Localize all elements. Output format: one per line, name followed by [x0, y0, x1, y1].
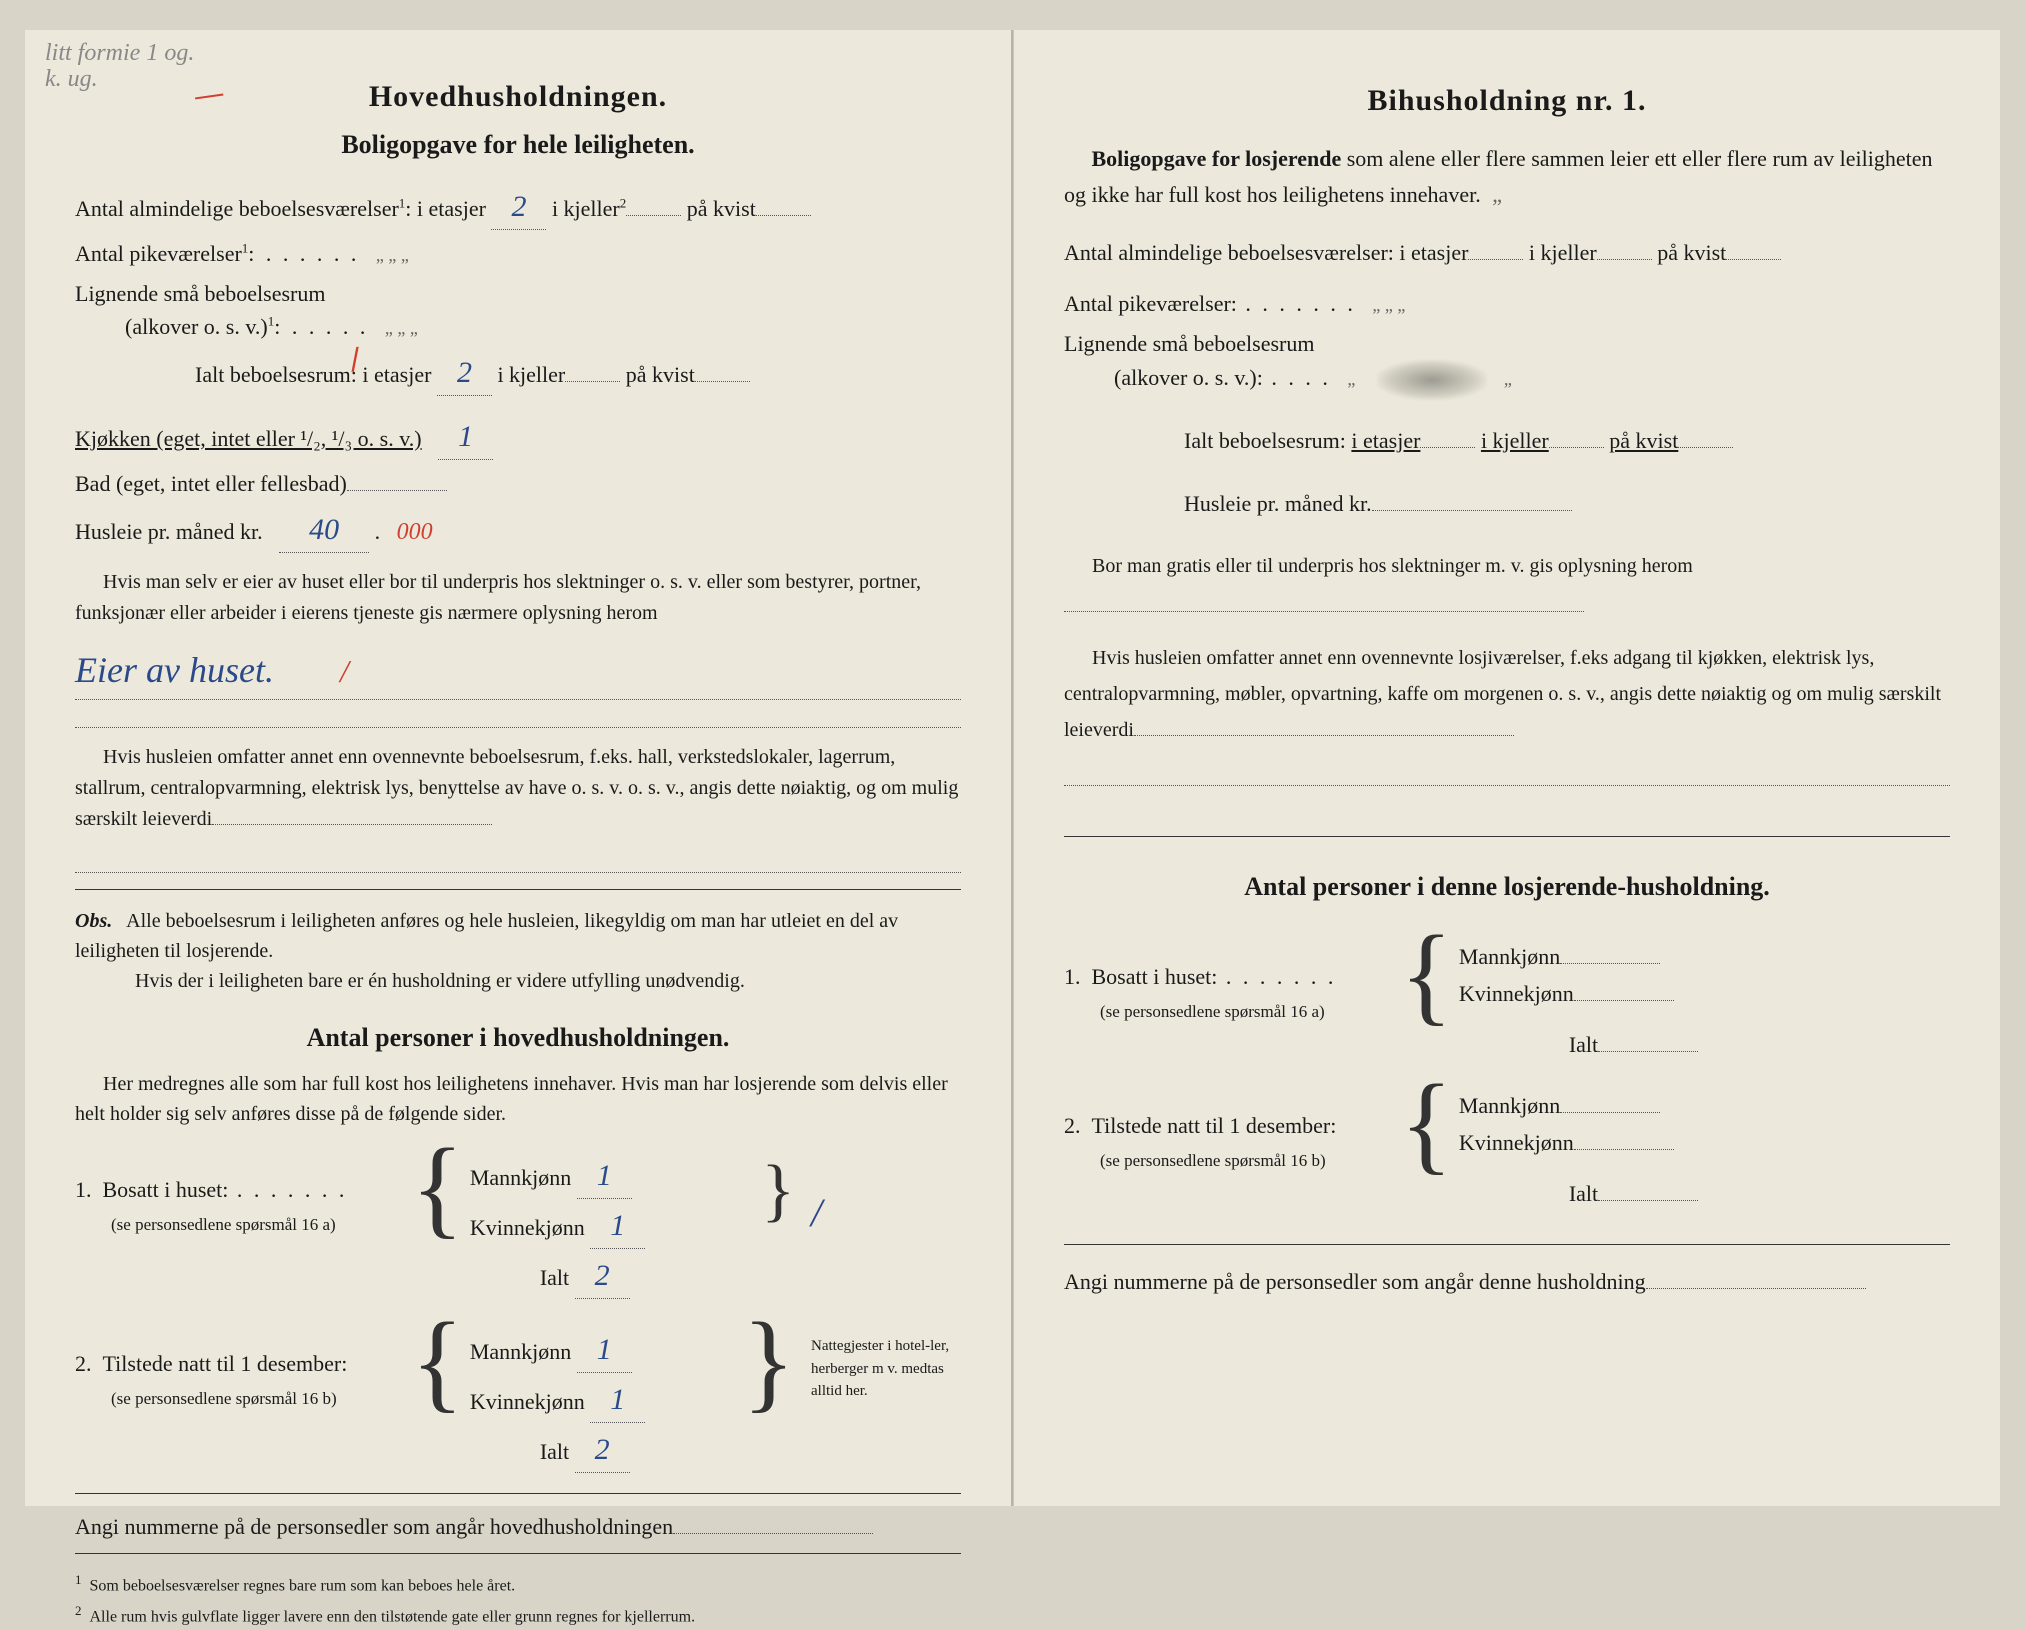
brace-icon: { [405, 1143, 470, 1231]
divider-3 [75, 1553, 961, 1554]
blank-line-1 [75, 704, 961, 728]
r-question-2-row: 2. Tilstede natt til 1 desember: (se per… [1064, 1079, 1950, 1214]
q2-mann-value: 1 [577, 1327, 632, 1373]
count-title: Antal personer i hovedhusholdningen. [75, 1018, 961, 1057]
question-1-row: 1. Bosatt i huset: . . . . . . . (se per… [75, 1143, 961, 1303]
etasjer-value: 2 [491, 184, 546, 230]
brace-icon: { [405, 1317, 470, 1405]
brace-icon: } [755, 1143, 801, 1219]
ialt-etasjer-value: 2 [437, 350, 492, 396]
handwritten-owner: Eier av huset. / [75, 643, 961, 700]
r-question-1-row: 1. Bosatt i huset: . . . . . . . (se per… [1064, 930, 1950, 1065]
husleie-extra-para: Hvis husleien omfatter annet enn ovennev… [75, 742, 961, 835]
brace-icon: { [1394, 930, 1459, 1018]
left-page: litt formie 1 og. k. ug. — Hovedhusholdn… [25, 30, 1013, 1506]
right-page: Bihusholdning nr. 1. Boligopgave for los… [1013, 30, 2000, 1506]
footnotes: 1 Som beboelsesværelser regnes bare rum … [75, 1570, 961, 1630]
r-gratis-para: Bor man gratis eller til underpris hos s… [1064, 546, 1950, 626]
left-subtitle: Boligopgave for hele leiligheten. [75, 125, 961, 164]
kjokken-line: Kjøkken (eget, intet eller ¹/₂, ¹/₃ o. s… [75, 414, 961, 460]
alkover-line: Lignende små beboelsesrum (alkover o. s.… [75, 277, 961, 343]
right-title: Bihusholdning nr. 1. [1064, 78, 1950, 123]
r-count-title: Antal personer i denne losjerende-hushol… [1064, 867, 1950, 906]
q2-kvinne-value: 1 [590, 1377, 645, 1423]
r-rooms-line-1: Antal almindelige beboelsesværelser: i e… [1064, 236, 1950, 269]
husleie-line: Husleie pr. måned kr. 40 . 000 [75, 507, 961, 553]
r-husleie-extra-para: Hvis husleien omfatter annet enn ovennev… [1064, 640, 1950, 748]
q2-ialt-value: 2 [575, 1427, 630, 1473]
natt-note: Nattegjester i hotel-ler, herberger m v.… [801, 1317, 961, 1403]
q1-kvinne-value: 1 [590, 1203, 645, 1249]
r-ialt-rooms-line: Ialt beboelsesrum: i etasjer i kjeller p… [1184, 424, 1950, 457]
intro-paragraph: Boligopgave for losjerende som alene ell… [1064, 141, 1950, 214]
divider-1 [75, 889, 961, 890]
pikevaerelser-line: Antal pikeværelser1: . . . . . . „ „ „ [75, 237, 961, 270]
pencil-annotation: litt formie 1 og. k. ug. [45, 40, 194, 93]
r-divider-1 [1064, 836, 1950, 837]
r-blank-line-1 [1064, 762, 1950, 786]
r-angi-line: Angi nummerne på de personsedler som ang… [1064, 1265, 1950, 1298]
ink-smudge [1377, 360, 1487, 400]
rooms-line-1: Antal almindelige beboelsesværelser1: i … [75, 184, 961, 230]
count-para: Her medregnes alle som har full kost hos… [75, 1069, 961, 1129]
divider-2 [75, 1493, 961, 1494]
kjokken-value: 1 [438, 414, 493, 460]
obs-section: Obs. Alle beboelsesrum i leiligheten anf… [75, 906, 961, 996]
brace-icon: } [736, 1317, 801, 1405]
r-alkover-line: Lignende små beboelsesrum (alkover o. s.… [1064, 327, 1950, 400]
red-annotation: 000 [397, 519, 433, 545]
q1-mann-value: 1 [577, 1153, 632, 1199]
question-2-row: 2. Tilstede natt til 1 desember: (se per… [75, 1317, 961, 1477]
red-dash-mark: — [192, 72, 226, 117]
r-divider-2 [1064, 1244, 1950, 1245]
r-husleie-line: Husleie pr. måned kr. [1184, 487, 1950, 520]
bad-line: Bad (eget, intet eller fellesbad) [75, 467, 961, 500]
angi-line: Angi nummerne på de personsedler som ang… [75, 1510, 961, 1543]
owner-para: Hvis man selv er eier av huset eller bor… [75, 567, 961, 629]
ialt-rooms-line: Ialt beboelsesrum: i etasjer 2 i kjeller… [195, 350, 961, 396]
r-pikevaerelser-line: Antal pikeværelser: . . . . . . . „ „ „ [1064, 287, 1950, 320]
brace-icon: { [1394, 1079, 1459, 1167]
q1-ialt-value: 2 [575, 1253, 630, 1299]
blank-line-2 [75, 849, 961, 873]
husleie-value: 40 [279, 507, 369, 553]
